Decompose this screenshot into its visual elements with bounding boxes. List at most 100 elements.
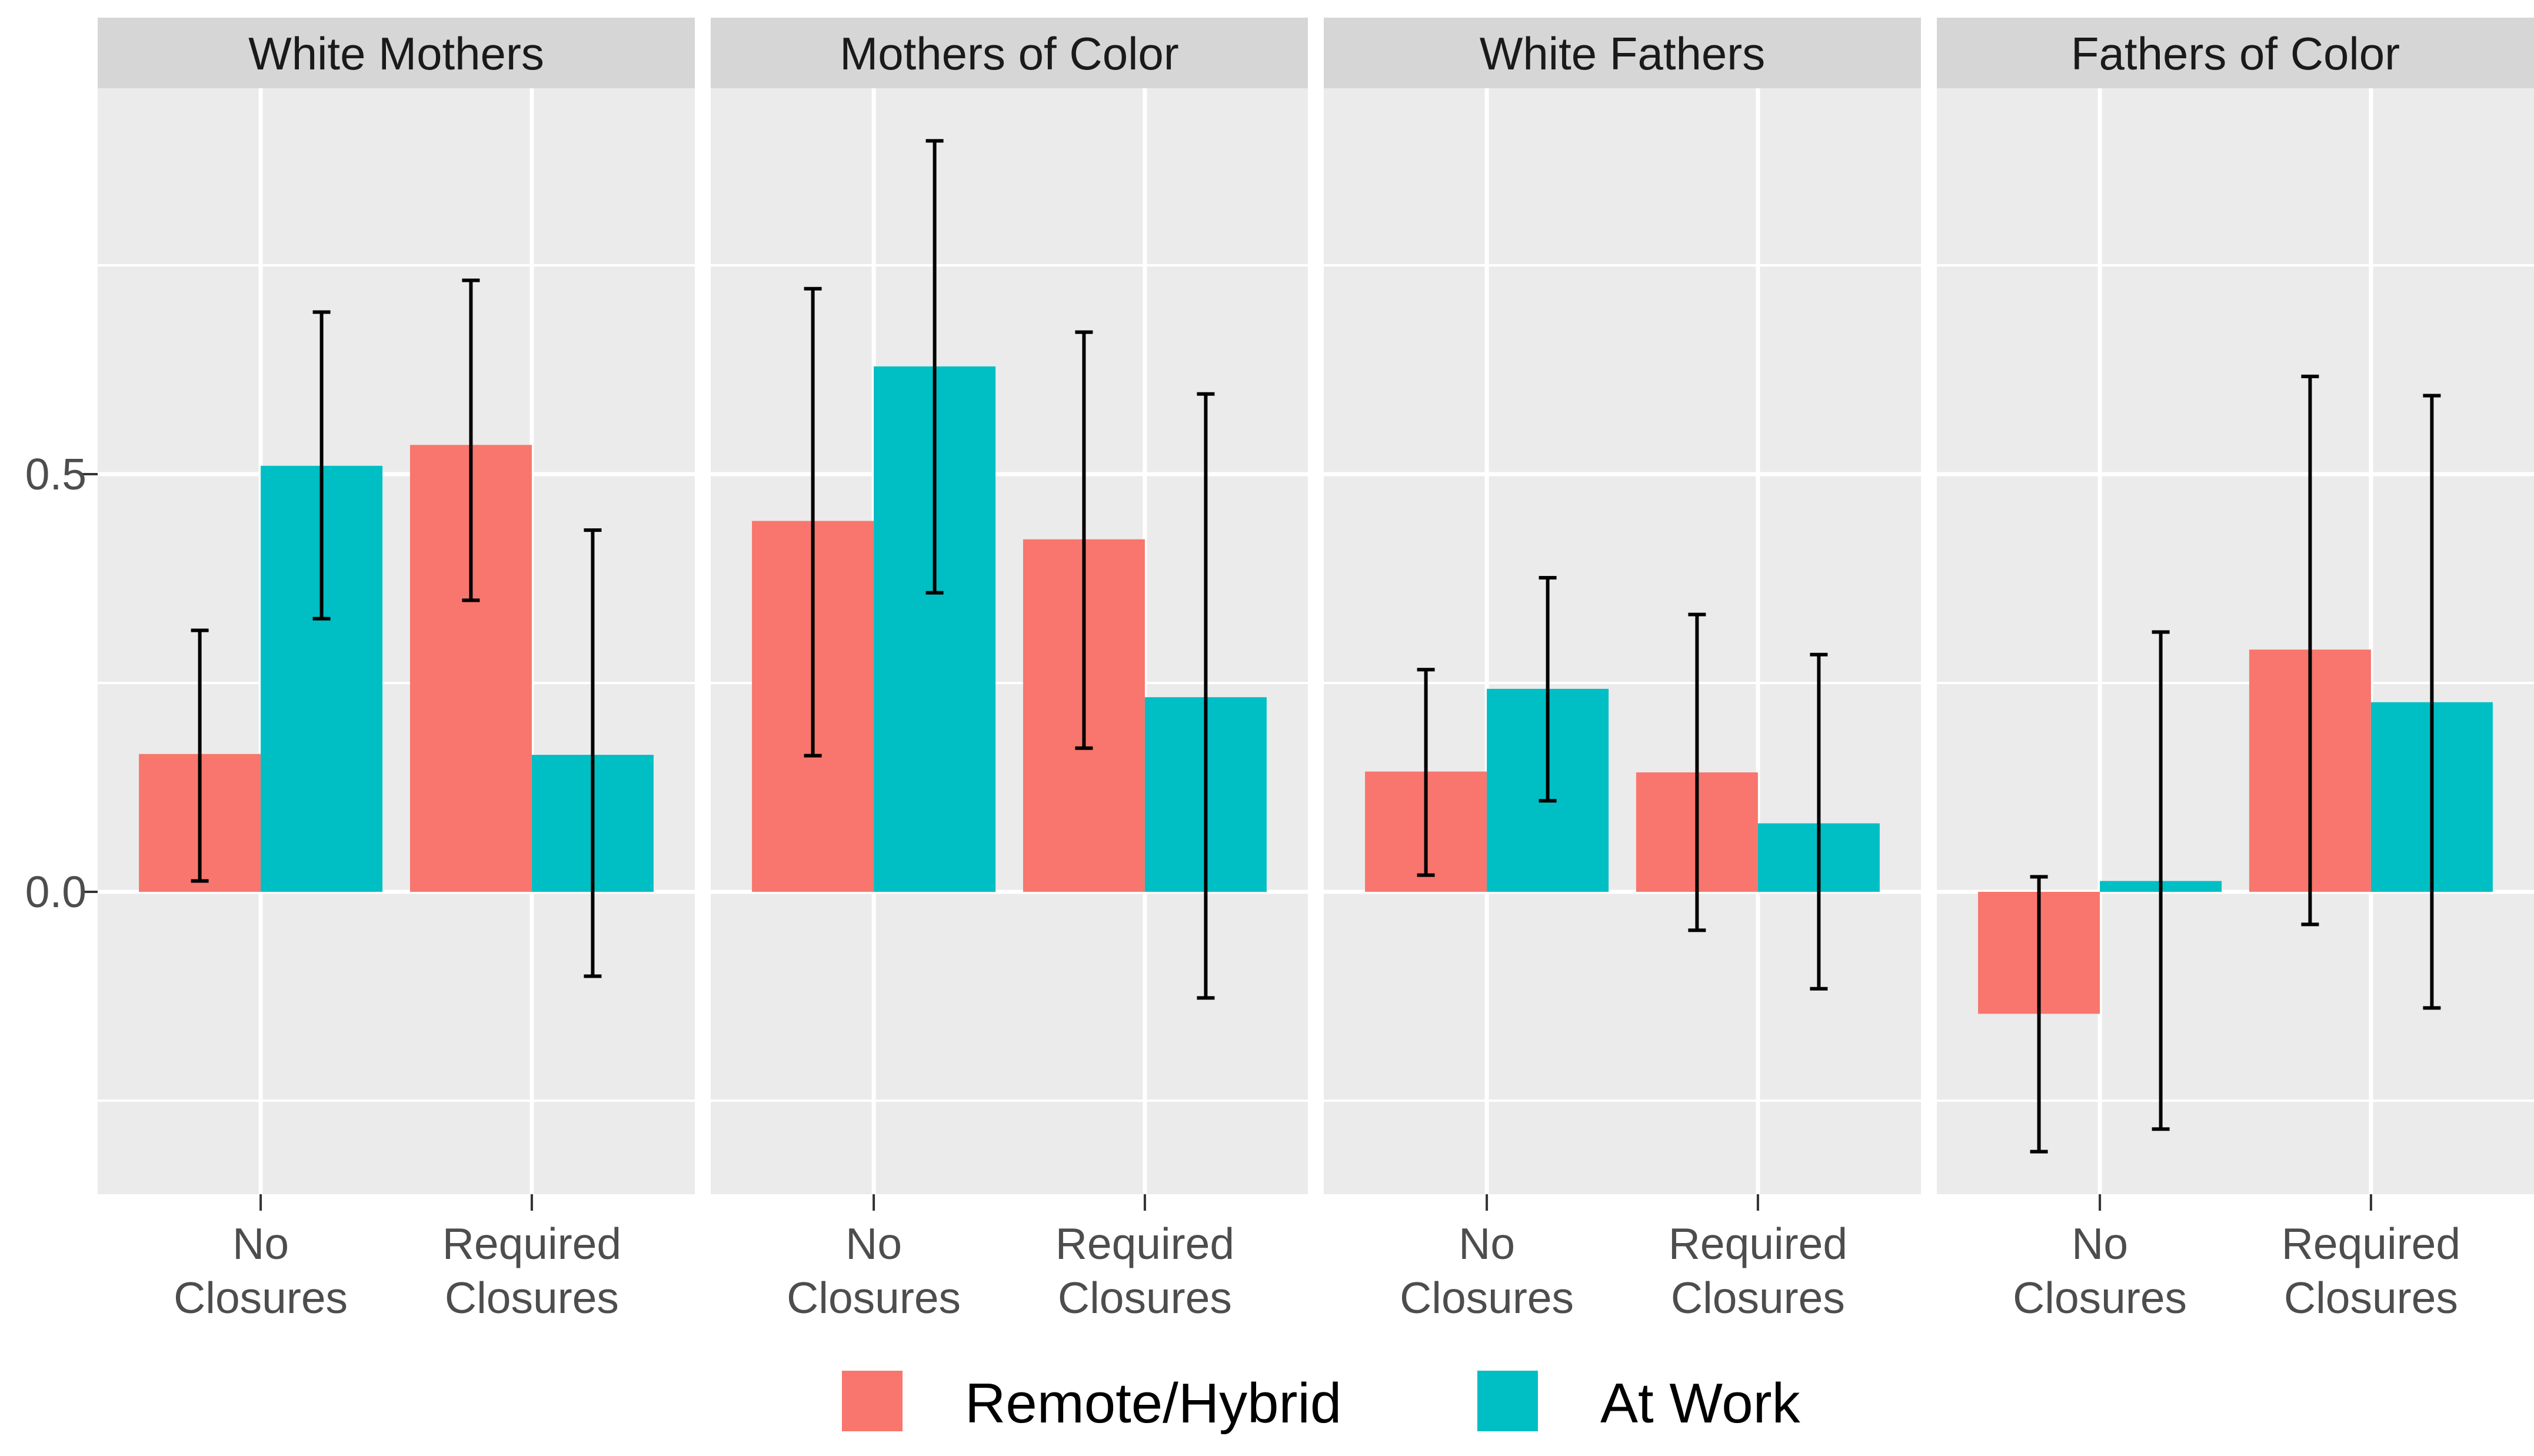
x-axis-tick-label: Required (442, 1219, 621, 1268)
y-axis-tick-label: 0.5 (25, 449, 86, 499)
error-bar-cap-bottom (2030, 1150, 2048, 1154)
error-bar-line (319, 312, 324, 619)
error-bar (1810, 652, 1828, 991)
error-bar-cap-bottom (1417, 873, 1435, 877)
error-bar-cap-bottom (804, 754, 822, 758)
gridline-major (1937, 889, 2534, 894)
facet-title: Mothers of Color (840, 28, 1179, 79)
x-axis-tick-label: No (845, 1219, 902, 1268)
panel-background (1937, 88, 2534, 1194)
error-bar-cap-top (191, 628, 209, 632)
gridline-major (1324, 889, 1921, 894)
error-bar-cap-bottom (1539, 799, 1557, 803)
error-bar-cap-top (2152, 630, 2170, 634)
error-bar-cap-top (2030, 875, 2048, 879)
x-axis-tick-mark (259, 1194, 262, 1211)
error-bar (1417, 668, 1435, 877)
legend-label-remote-hybrid: Remote/Hybrid (965, 1372, 1341, 1435)
error-bar-cap-bottom (2301, 922, 2319, 927)
error-bar (462, 278, 480, 602)
facet-title: Fathers of Color (2071, 28, 2400, 79)
facet-title: White Fathers (1480, 28, 1765, 79)
legend-label-at-work: At Work (1600, 1372, 1801, 1435)
error-bar-cap-bottom (2423, 1006, 2441, 1010)
error-bar-cap-bottom (584, 974, 602, 978)
error-bar (925, 139, 944, 595)
error-bar-cap-bottom (312, 617, 331, 621)
x-axis-tick-mark (530, 1194, 533, 1211)
error-bar (1075, 330, 1093, 750)
error-bar (2152, 630, 2170, 1131)
error-bar-cap-bottom (1810, 987, 1828, 991)
error-bar-cap-top (925, 139, 944, 143)
error-bar-cap-top (1688, 612, 1706, 617)
x-axis-tick-label: Required (1055, 1219, 1234, 1268)
x-axis-tick-label: Closures (1671, 1273, 1845, 1322)
legend-swatch-at-work (1477, 1371, 1538, 1431)
error-bar-line (2308, 376, 2312, 925)
error-bar (191, 628, 209, 883)
gridline-minor (1937, 682, 2534, 684)
facet-strip (711, 18, 1308, 88)
gridline-major (1324, 472, 1921, 477)
error-bar (2301, 374, 2319, 927)
x-axis-tick-label: Required (2282, 1219, 2460, 1268)
y-axis-tick-mark (81, 473, 98, 475)
error-bar-cap-top (2301, 374, 2319, 378)
x-axis-tick-mark (1486, 1194, 1489, 1211)
error-bar-line (198, 630, 202, 881)
x-axis-tick-mark (2369, 1194, 2372, 1211)
x-axis-tick-label: Closures (174, 1273, 348, 1322)
error-bar (1688, 612, 1706, 932)
x-axis-tick-label: Closures (2284, 1273, 2458, 1322)
y-axis-tick-label: 0.0 (25, 867, 86, 917)
error-bar-line (1817, 654, 1821, 989)
gridline-minor (711, 264, 1308, 266)
gridline-minor (98, 682, 695, 684)
x-axis-tick-label: Closures (1400, 1273, 1574, 1322)
x-axis-tick-label: Closures (787, 1273, 961, 1322)
error-bar-line (811, 288, 815, 756)
x-axis-tick-label: No (2072, 1219, 2128, 1268)
error-bar-cap-top (584, 528, 602, 532)
gridline-minor (1324, 682, 1921, 684)
x-axis-tick-label: Closures (2013, 1273, 2187, 1322)
x-axis-tick-label: Required (1669, 1219, 1847, 1268)
error-bar-line (2430, 395, 2434, 1008)
facet-panel: Fathers of Color No Closures Required Closur… (1937, 18, 2534, 1322)
gridline-minor (98, 264, 695, 266)
error-bar (1197, 392, 1215, 1000)
gridline-x (2369, 88, 2373, 1194)
x-axis-tick-label: No (232, 1219, 289, 1268)
error-bar-line (2037, 877, 2041, 1152)
error-bar-cap-bottom (2152, 1127, 2170, 1131)
x-axis-tick-label: Closures (445, 1273, 619, 1322)
error-bar-cap-top (2423, 394, 2441, 398)
error-bar-cap-bottom (1688, 928, 1706, 932)
gridline-major (711, 472, 1308, 477)
gridline-major (98, 472, 695, 477)
error-bar-cap-top (1197, 392, 1215, 396)
gridline-minor (98, 1100, 695, 1102)
legend: Remote/Hybrid At Work (842, 1371, 1801, 1435)
facet-panel: Mothers of Color No Closures Required Closur… (711, 18, 1308, 1322)
error-bar (1539, 576, 1557, 803)
error-bar-line (469, 280, 473, 601)
error-bar-cap-top (462, 278, 480, 282)
error-bar-cap-bottom (191, 879, 209, 883)
gridline-x (1484, 88, 1489, 1194)
x-axis-tick-mark (1756, 1194, 1759, 1211)
facet-strip (1324, 18, 1921, 88)
error-bar-line (1424, 669, 1428, 875)
facet-panel: White Fathers No Closures Required Closures (1324, 18, 1921, 1322)
gridline-minor (1324, 1100, 1921, 1102)
facet-strip (98, 18, 695, 88)
x-axis-tick-label: No (1459, 1219, 1515, 1268)
x-axis-tick-mark (1143, 1194, 1146, 1211)
error-bar-cap-bottom (1197, 996, 1215, 1000)
error-bar-cap-bottom (1075, 746, 1093, 750)
gridline-minor (711, 1100, 1308, 1102)
x-axis-tick-mark (873, 1194, 875, 1211)
legend-swatch-remote-hybrid (842, 1371, 903, 1431)
